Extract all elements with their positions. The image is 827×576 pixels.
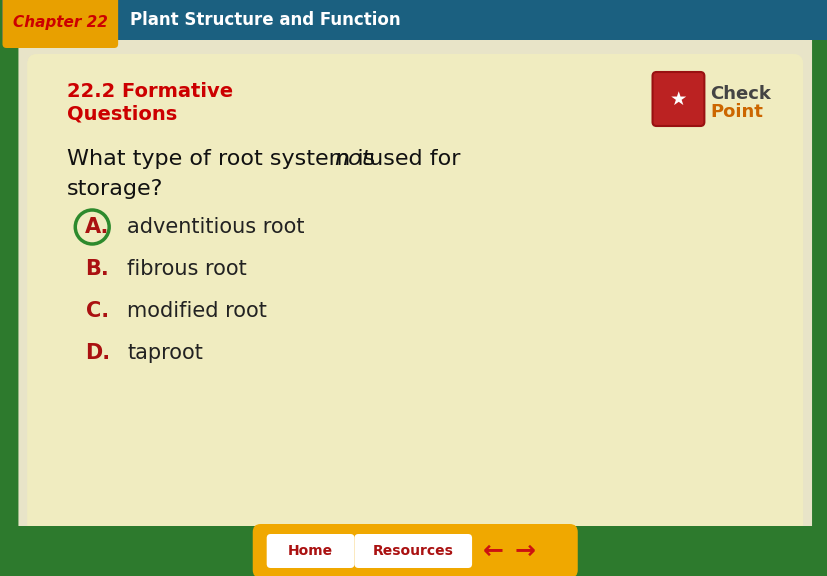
Text: Home: Home [288,544,332,558]
Text: ←: ← [482,539,503,563]
FancyBboxPatch shape [2,0,827,40]
Text: A.: A. [85,217,109,237]
Text: not: not [334,149,370,169]
Text: Check: Check [710,85,770,103]
Text: ★: ★ [669,89,686,108]
FancyBboxPatch shape [252,524,577,576]
FancyBboxPatch shape [354,534,471,568]
FancyBboxPatch shape [27,54,802,534]
Text: fibrous root: fibrous root [127,259,246,279]
Text: C.: C. [85,301,108,321]
FancyBboxPatch shape [266,534,354,568]
Text: Resources: Resources [372,544,453,558]
FancyBboxPatch shape [652,72,704,126]
Text: used for: used for [362,149,461,169]
FancyBboxPatch shape [2,0,118,48]
FancyBboxPatch shape [18,16,811,530]
Polygon shape [47,61,286,64]
Text: 22.2 Formative: 22.2 Formative [67,82,233,101]
Text: Plant Structure and Function: Plant Structure and Function [130,11,400,29]
Text: B.: B. [85,259,109,279]
Text: Point: Point [710,103,762,121]
Text: →: → [514,539,535,563]
Text: taproot: taproot [127,343,203,363]
Text: adventitious root: adventitious root [127,217,304,237]
Text: D.: D. [84,343,110,363]
Text: storage?: storage? [67,179,164,199]
Text: What type of root system is: What type of root system is [67,149,382,169]
FancyBboxPatch shape [2,526,827,576]
FancyBboxPatch shape [27,54,802,534]
Text: Questions: Questions [67,104,177,123]
Text: modified root: modified root [127,301,266,321]
Text: Chapter 22: Chapter 22 [13,14,108,29]
